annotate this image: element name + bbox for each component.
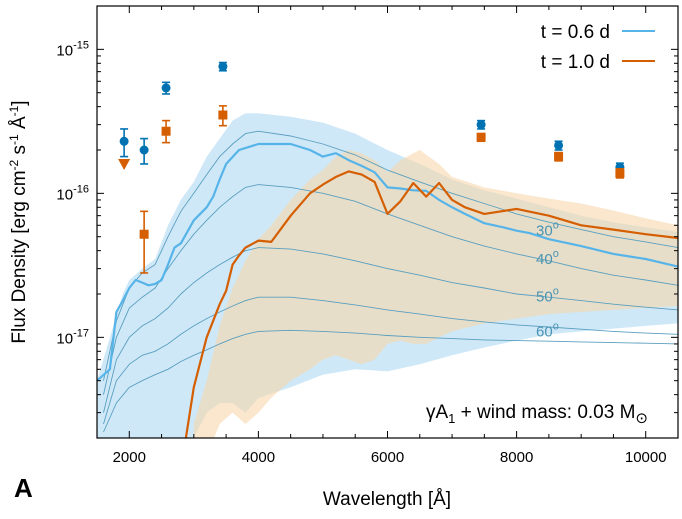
data-point: [476, 132, 486, 142]
data-point: [218, 62, 228, 72]
angle-label-60: 60o: [536, 320, 559, 340]
panel-label: A: [14, 473, 33, 503]
data-point: [554, 140, 564, 150]
data-point: [615, 168, 625, 178]
y-tick-label: 10-17: [56, 327, 89, 347]
data-point: [476, 120, 486, 130]
legend-label-t10: t = 1.0 d: [541, 52, 610, 73]
observed-photometry: [118, 61, 625, 274]
x-tick-label: 2000: [113, 449, 146, 466]
x-axis-ticks: 2000 4000 6000 8000 10000: [96, 6, 679, 466]
legend: t = 0.6 d t = 1.0 d: [541, 22, 655, 73]
angle-label-50: 50o: [536, 286, 559, 306]
angle-curve-3: [103, 296, 678, 425]
model-annotation: γA1 + wind mass: 0.03 M⊙: [426, 402, 648, 427]
angle-label-40: 40o: [536, 248, 559, 268]
band-1: [193, 150, 678, 438]
legend-label-t06: t = 0.6 d: [541, 22, 610, 43]
angle-curve-4: [103, 329, 678, 433]
y-tick-label: 10-16: [56, 183, 89, 203]
data-point: [119, 136, 129, 146]
angle-curve-2: [103, 247, 678, 413]
data-point: [139, 145, 149, 155]
data-point: [218, 110, 228, 120]
viewing-angle-labels: 30o 40o 50o 60o: [536, 220, 559, 341]
viewing-angle-curves: [103, 130, 678, 433]
x-tick-label: 4000: [242, 449, 275, 466]
angle-curve-1: [103, 184, 678, 395]
series-line-1: [184, 170, 678, 438]
x-tick-label: 6000: [371, 449, 404, 466]
y-axis-label: Flux Density [erg cm-2 s-1 Å-1]: [7, 100, 30, 343]
angle-label-30: 30o: [536, 220, 559, 240]
upper-limit-marker: [118, 158, 131, 170]
data-point: [161, 126, 171, 136]
x-axis-label: Wavelength [Å]: [323, 489, 451, 510]
model-bands: [97, 113, 678, 438]
y-axis-ticks: 10-17 10-16 10-15: [56, 5, 678, 439]
angle-curve-0: [103, 130, 678, 381]
data-point: [139, 229, 149, 239]
data-point: [554, 152, 564, 162]
x-tick-label: 10000: [625, 449, 667, 466]
data-point: [161, 83, 171, 93]
model-series: [97, 142, 678, 438]
x-tick-label: 8000: [500, 449, 533, 466]
series-line-0: [97, 142, 678, 382]
y-tick-label: 10-15: [56, 39, 89, 59]
